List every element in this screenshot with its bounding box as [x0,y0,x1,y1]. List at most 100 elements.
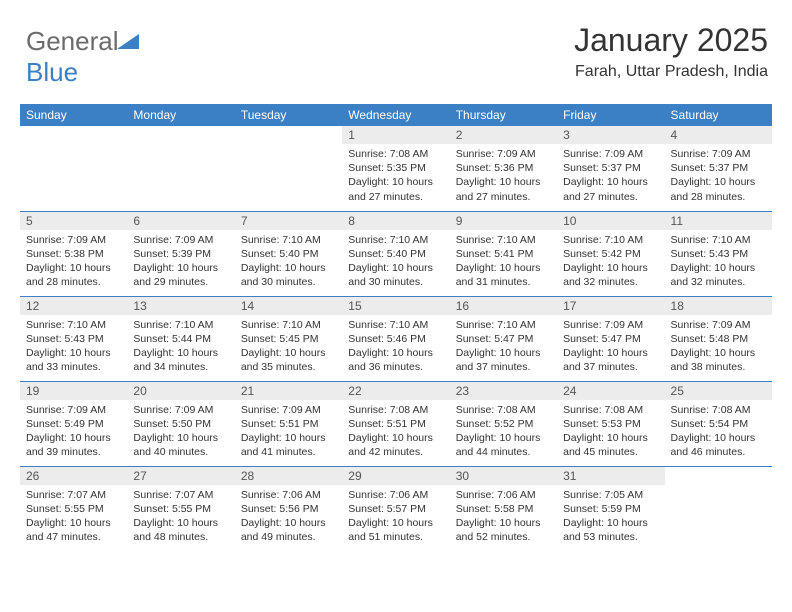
weekday-header: Wednesday [342,104,449,126]
weekday-header: Monday [127,104,234,126]
calendar-day-cell: 18Sunrise: 7:09 AMSunset: 5:48 PMDayligh… [665,296,772,381]
location-subtitle: Farah, Uttar Pradesh, India [574,63,768,81]
weekday-header: Friday [557,104,664,126]
calendar-grid: SundayMondayTuesdayWednesdayThursdayFrid… [20,104,772,551]
day-details: Sunrise: 7:10 AMSunset: 5:47 PMDaylight:… [450,315,557,379]
calendar-day-cell: 20Sunrise: 7:09 AMSunset: 5:50 PMDayligh… [127,381,234,466]
calendar-day-cell: 15Sunrise: 7:10 AMSunset: 5:46 PMDayligh… [342,296,449,381]
day-details: Sunrise: 7:09 AMSunset: 5:51 PMDaylight:… [235,400,342,464]
calendar-day-cell: 26Sunrise: 7:07 AMSunset: 5:55 PMDayligh… [20,466,127,551]
calendar-day-cell: 19Sunrise: 7:09 AMSunset: 5:49 PMDayligh… [20,381,127,466]
day-number: 9 [450,212,557,230]
day-number: 5 [20,212,127,230]
day-number: 17 [557,297,664,315]
calendar-day-cell: 2Sunrise: 7:09 AMSunset: 5:36 PMDaylight… [450,126,557,211]
calendar-day-cell: 9Sunrise: 7:10 AMSunset: 5:41 PMDaylight… [450,211,557,296]
calendar-day-cell: 25Sunrise: 7:08 AMSunset: 5:54 PMDayligh… [665,381,772,466]
day-number: 11 [665,212,772,230]
calendar-day-cell: 29Sunrise: 7:06 AMSunset: 5:57 PMDayligh… [342,466,449,551]
calendar-week-row: 12Sunrise: 7:10 AMSunset: 5:43 PMDayligh… [20,296,772,381]
day-number: 7 [235,212,342,230]
calendar-day-cell: 5Sunrise: 7:09 AMSunset: 5:38 PMDaylight… [20,211,127,296]
day-details: Sunrise: 7:08 AMSunset: 5:35 PMDaylight:… [342,144,449,208]
day-number: 19 [20,382,127,400]
day-number: 13 [127,297,234,315]
day-number: 15 [342,297,449,315]
day-number: 2 [450,126,557,144]
day-details: Sunrise: 7:05 AMSunset: 5:59 PMDaylight:… [557,485,664,549]
weekday-header: Sunday [20,104,127,126]
day-details: Sunrise: 7:09 AMSunset: 5:49 PMDaylight:… [20,400,127,464]
day-number: 31 [557,467,664,485]
day-number: 6 [127,212,234,230]
day-details: Sunrise: 7:06 AMSunset: 5:58 PMDaylight:… [450,485,557,549]
weekday-header-row: SundayMondayTuesdayWednesdayThursdayFrid… [20,104,772,126]
calendar-week-row: 19Sunrise: 7:09 AMSunset: 5:49 PMDayligh… [20,381,772,466]
day-details: Sunrise: 7:10 AMSunset: 5:43 PMDaylight:… [665,230,772,294]
calendar-day-cell: 3Sunrise: 7:09 AMSunset: 5:37 PMDaylight… [557,126,664,211]
day-number: 30 [450,467,557,485]
calendar-empty-cell [127,126,234,211]
day-number: 28 [235,467,342,485]
logo: General Blue [26,26,139,88]
day-details: Sunrise: 7:09 AMSunset: 5:38 PMDaylight:… [20,230,127,294]
day-details: Sunrise: 7:09 AMSunset: 5:39 PMDaylight:… [127,230,234,294]
day-details: Sunrise: 7:10 AMSunset: 5:44 PMDaylight:… [127,315,234,379]
day-details: Sunrise: 7:09 AMSunset: 5:47 PMDaylight:… [557,315,664,379]
day-details: Sunrise: 7:09 AMSunset: 5:37 PMDaylight:… [665,144,772,208]
day-number: 4 [665,126,772,144]
day-details: Sunrise: 7:10 AMSunset: 5:46 PMDaylight:… [342,315,449,379]
day-number: 16 [450,297,557,315]
day-details: Sunrise: 7:08 AMSunset: 5:52 PMDaylight:… [450,400,557,464]
day-number: 22 [342,382,449,400]
day-number: 25 [665,382,772,400]
calendar-day-cell: 17Sunrise: 7:09 AMSunset: 5:47 PMDayligh… [557,296,664,381]
month-title: January 2025 [574,22,768,59]
calendar-day-cell: 7Sunrise: 7:10 AMSunset: 5:40 PMDaylight… [235,211,342,296]
day-details: Sunrise: 7:10 AMSunset: 5:41 PMDaylight:… [450,230,557,294]
day-details: Sunrise: 7:07 AMSunset: 5:55 PMDaylight:… [20,485,127,549]
calendar-header: January 2025 Farah, Uttar Pradesh, India [574,22,768,81]
calendar-week-row: 5Sunrise: 7:09 AMSunset: 5:38 PMDaylight… [20,211,772,296]
day-details: Sunrise: 7:09 AMSunset: 5:48 PMDaylight:… [665,315,772,379]
day-details: Sunrise: 7:06 AMSunset: 5:57 PMDaylight:… [342,485,449,549]
weekday-header: Saturday [665,104,772,126]
day-number: 18 [665,297,772,315]
day-details: Sunrise: 7:08 AMSunset: 5:54 PMDaylight:… [665,400,772,464]
day-number: 24 [557,382,664,400]
day-number: 1 [342,126,449,144]
calendar-empty-cell [20,126,127,211]
day-details: Sunrise: 7:08 AMSunset: 5:51 PMDaylight:… [342,400,449,464]
calendar-day-cell: 28Sunrise: 7:06 AMSunset: 5:56 PMDayligh… [235,466,342,551]
calendar-day-cell: 27Sunrise: 7:07 AMSunset: 5:55 PMDayligh… [127,466,234,551]
day-details: Sunrise: 7:08 AMSunset: 5:53 PMDaylight:… [557,400,664,464]
day-number: 8 [342,212,449,230]
calendar-day-cell: 24Sunrise: 7:08 AMSunset: 5:53 PMDayligh… [557,381,664,466]
calendar-day-cell: 31Sunrise: 7:05 AMSunset: 5:59 PMDayligh… [557,466,664,551]
calendar-day-cell: 12Sunrise: 7:10 AMSunset: 5:43 PMDayligh… [20,296,127,381]
calendar-day-cell: 14Sunrise: 7:10 AMSunset: 5:45 PMDayligh… [235,296,342,381]
day-number: 3 [557,126,664,144]
calendar-week-row: 26Sunrise: 7:07 AMSunset: 5:55 PMDayligh… [20,466,772,551]
day-number: 14 [235,297,342,315]
weekday-header: Thursday [450,104,557,126]
day-details: Sunrise: 7:10 AMSunset: 5:43 PMDaylight:… [20,315,127,379]
calendar-day-cell: 8Sunrise: 7:10 AMSunset: 5:40 PMDaylight… [342,211,449,296]
day-details: Sunrise: 7:09 AMSunset: 5:37 PMDaylight:… [557,144,664,208]
day-number: 27 [127,467,234,485]
calendar-day-cell: 21Sunrise: 7:09 AMSunset: 5:51 PMDayligh… [235,381,342,466]
calendar-day-cell: 23Sunrise: 7:08 AMSunset: 5:52 PMDayligh… [450,381,557,466]
calendar-empty-cell [235,126,342,211]
calendar-day-cell: 22Sunrise: 7:08 AMSunset: 5:51 PMDayligh… [342,381,449,466]
day-details: Sunrise: 7:09 AMSunset: 5:36 PMDaylight:… [450,144,557,208]
day-number: 12 [20,297,127,315]
logo-text-2: Blue [26,57,78,87]
calendar-day-cell: 30Sunrise: 7:06 AMSunset: 5:58 PMDayligh… [450,466,557,551]
calendar-day-cell: 6Sunrise: 7:09 AMSunset: 5:39 PMDaylight… [127,211,234,296]
calendar-day-cell: 4Sunrise: 7:09 AMSunset: 5:37 PMDaylight… [665,126,772,211]
day-number: 21 [235,382,342,400]
day-details: Sunrise: 7:10 AMSunset: 5:40 PMDaylight:… [342,230,449,294]
day-details: Sunrise: 7:10 AMSunset: 5:45 PMDaylight:… [235,315,342,379]
day-number: 23 [450,382,557,400]
calendar-empty-cell [665,466,772,551]
